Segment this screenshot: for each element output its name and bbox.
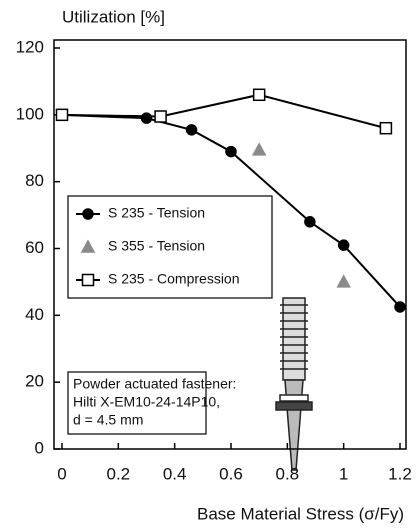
y-tick-label: 100: [16, 104, 44, 123]
y-tick-label: 20: [25, 372, 44, 391]
x-tick-label: 0: [57, 464, 66, 483]
marker: [252, 88, 266, 102]
marker: [337, 239, 350, 251]
x-tick-label: 0.8: [276, 464, 300, 483]
x-tick-label: 0.2: [107, 464, 131, 483]
marker: [154, 110, 167, 123]
marker: [379, 121, 393, 135]
marker: [185, 124, 198, 136]
marker: [81, 273, 95, 287]
marker: [304, 216, 316, 228]
y-tick-label: 0: [35, 438, 44, 457]
marker: [225, 145, 237, 158]
y-tick-label: 60: [25, 238, 44, 257]
y-axis-label: Utilization [%]: [62, 7, 165, 26]
fastener-drawing: [275, 297, 313, 471]
annotation-text: Powder actuated fastener:: [73, 376, 236, 392]
plot-frame: [53, 39, 407, 450]
marker: [394, 301, 406, 313]
marker: [251, 142, 267, 156]
y-tick-label: 120: [16, 37, 44, 56]
legend-label: S 235 - Tension: [108, 205, 205, 221]
legend-label: S 355 - Tension: [108, 238, 205, 254]
marker: [140, 112, 153, 124]
x-tick-label: 1.2: [388, 464, 412, 483]
y-tick-label: 80: [25, 171, 44, 190]
marker: [80, 239, 96, 253]
marker: [82, 208, 94, 220]
annotation-text: d = 4.5 mm: [73, 412, 143, 428]
x-tick-label: 0.6: [219, 464, 243, 483]
legend-box: [67, 195, 273, 299]
series-line: [61, 93, 387, 130]
legend-label: S 235 - Compression: [108, 271, 240, 287]
annotation-box: [67, 371, 207, 435]
x-axis-label: Base Material Stress (σ/Fy): [197, 504, 404, 523]
marker: [55, 108, 69, 122]
y-tick-label: 40: [25, 305, 44, 324]
marker: [336, 274, 351, 288]
x-tick-label: 1: [339, 464, 348, 483]
x-tick-label: 0.4: [163, 464, 187, 483]
annotation-text: Hilti X-EM10-24-14P10,: [73, 394, 220, 410]
